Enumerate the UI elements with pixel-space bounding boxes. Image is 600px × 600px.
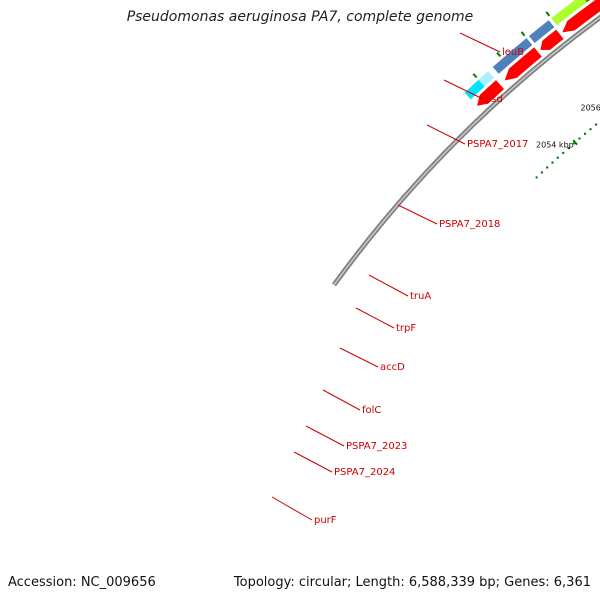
backbone — [331, 14, 600, 287]
ruler-dot — [535, 176, 538, 179]
leader-line — [426, 124, 466, 145]
cog-block — [464, 79, 485, 100]
cog-block — [585, 0, 591, 3]
ruler-dot — [540, 171, 544, 174]
leader-line — [443, 79, 484, 100]
cog-track — [464, 0, 591, 100]
cds-arrow — [562, 0, 600, 33]
gene-label-pspa7-2024: PSPA7_2024 — [334, 467, 395, 478]
gene-labels: leuB asd PSPA7_2017 PSPA7_2018 truA trpF accD f… — [314, 47, 528, 526]
leader-line — [339, 347, 379, 368]
gene-label-accd: accD — [380, 362, 405, 373]
cds-track — [477, 0, 600, 106]
leader-line — [305, 425, 345, 447]
cds-arrow — [540, 29, 564, 50]
cog-block — [478, 71, 495, 87]
minor-tick — [520, 31, 526, 37]
leader-line — [459, 32, 501, 53]
leader-line — [397, 204, 438, 225]
topology-text: Topology: circular; Length: 6,588,339 bp… — [233, 575, 591, 590]
gene-label-folc: folC — [362, 405, 381, 416]
leader-line — [355, 307, 395, 329]
leader-line — [368, 274, 409, 297]
ruler-dot — [551, 161, 554, 164]
gene-label-pspa7-2018: PSPA7_2018 — [439, 219, 500, 230]
ruler-dot — [567, 146, 570, 150]
gene-label-trua: truA — [410, 291, 431, 302]
ruler-dot — [583, 132, 587, 136]
minor-tick — [545, 11, 551, 17]
backbone-highlight — [333, 16, 600, 286]
cog-block — [551, 0, 587, 26]
gene-label-asd: asd — [485, 94, 503, 105]
cds-arrow — [504, 47, 542, 81]
gene-label-pspa7-2023: PSPA7_2023 — [346, 441, 407, 452]
ruler-dot — [545, 166, 549, 169]
accession-text: Accession: NC_009656 — [8, 575, 156, 590]
gene-label-purf: purF — [314, 515, 337, 526]
leader-line — [271, 496, 313, 521]
cog-block — [528, 20, 555, 44]
leader-lines — [271, 32, 501, 521]
map-title: Pseudomonas aeruginosa PA7, complete gen… — [126, 9, 474, 25]
leader-line — [322, 389, 361, 411]
ruler-dot — [556, 156, 560, 159]
ruler-dot — [594, 123, 598, 126]
tick-label: 2056 kbp — [580, 104, 600, 113]
cds-arrow — [477, 80, 505, 106]
minor-tick — [472, 73, 478, 79]
cog-block — [492, 38, 533, 74]
ruler-dot — [589, 128, 592, 131]
minor-tick — [496, 51, 502, 57]
tick-label: 2054 kbp — [536, 140, 574, 149]
tick-dots — [535, 123, 598, 179]
leader-line — [293, 451, 333, 473]
gene-label-leub: leuB — [502, 47, 524, 58]
ruler-dot — [561, 151, 565, 155]
major-tick — [572, 139, 578, 146]
gene-label-trpf: trpF — [396, 323, 416, 334]
gene-label-pspa7-2017: PSPA7_2017 — [467, 139, 528, 150]
ruler-dot — [578, 137, 581, 140]
